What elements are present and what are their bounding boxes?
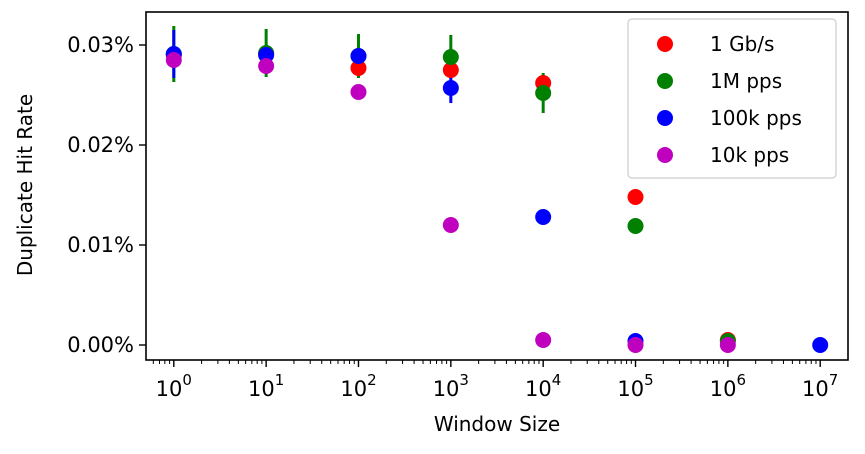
plot-frame bbox=[145, 11, 849, 361]
data-point bbox=[258, 47, 275, 63]
y-axis-label: Duplicate Hit Rate bbox=[13, 94, 37, 276]
data-point bbox=[535, 209, 552, 225]
x-tick-label: 100 bbox=[156, 371, 192, 401]
x-tick-label: 107 bbox=[802, 371, 838, 401]
y-tick-label: 0.02% bbox=[67, 133, 134, 157]
legend-label: 1 Gb/s bbox=[710, 32, 774, 56]
x-tick-label: 102 bbox=[340, 371, 376, 401]
legend-label: 10k pps bbox=[710, 143, 789, 167]
x-tick-label: 103 bbox=[433, 371, 469, 401]
data-point bbox=[627, 218, 644, 234]
data-point bbox=[719, 337, 736, 353]
x-tick-label: 105 bbox=[617, 371, 653, 401]
data-point bbox=[350, 84, 367, 100]
data-point bbox=[258, 58, 275, 74]
legend-marker bbox=[657, 147, 673, 163]
data-point bbox=[627, 337, 644, 353]
data-point bbox=[535, 85, 552, 101]
legend-box bbox=[627, 18, 837, 179]
data-point bbox=[627, 189, 644, 205]
y-tick-label: 0.03% bbox=[67, 33, 134, 57]
legend: 1 Gb/s 1M pps 100k pps 10k pps bbox=[627, 18, 837, 179]
data-point bbox=[535, 332, 552, 348]
legend-marker bbox=[657, 73, 673, 89]
y-tick-label: 0.01% bbox=[67, 233, 134, 257]
x-tick-label: 104 bbox=[525, 371, 561, 401]
legend-label: 1M pps bbox=[710, 69, 782, 93]
data-point bbox=[350, 60, 367, 76]
x-tick-label: 101 bbox=[248, 371, 284, 401]
plot-area bbox=[165, 26, 829, 353]
legend-marker bbox=[657, 110, 673, 126]
axes: 100 101 102 103 104 105 106 107 0.00% 0.01% 0.02% 0… bbox=[67, 11, 849, 401]
legend-label: 100k pps bbox=[710, 106, 802, 130]
x-tick-label: 106 bbox=[710, 371, 746, 401]
x-axis-label: Window Size bbox=[434, 412, 560, 436]
data-point bbox=[812, 337, 829, 353]
data-point bbox=[442, 80, 459, 96]
legend-marker bbox=[657, 36, 673, 52]
data-point bbox=[165, 52, 182, 68]
data-point bbox=[350, 48, 367, 64]
data-point bbox=[442, 62, 459, 78]
y-tick-label: 0.00% bbox=[67, 333, 134, 357]
data-point bbox=[442, 217, 459, 233]
data-point bbox=[442, 49, 459, 65]
